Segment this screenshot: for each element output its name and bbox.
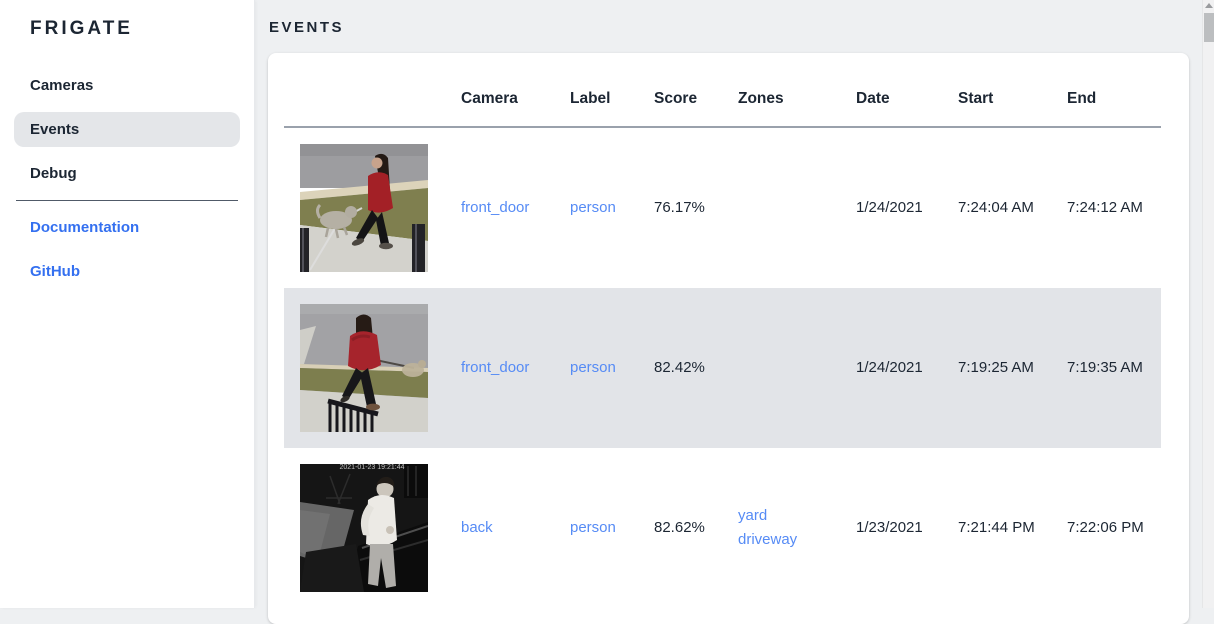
zones-cell [722,127,840,288]
column-header-camera: Camera [461,90,518,107]
column-header-end: End [1067,90,1097,107]
camera-link[interactable]: front_door [461,199,530,216]
sidebar-item-debug[interactable]: Debug [30,165,77,182]
event-thumbnail[interactable] [300,304,428,432]
column-header-date: Date [856,90,890,107]
sidebar-item-cameras[interactable]: Cameras [30,77,94,94]
event-row[interactable]: front_door person 76.17% 1/24/2021 7:24:… [284,127,1161,288]
railing [327,398,379,432]
thumbnail-timestamp: 2021-01-23 19:21:44 [340,464,405,471]
events-card: Camera Label Score Zones Date Start End [268,53,1189,624]
sidebar: FRIGATE Cameras Events Debug Documentati… [0,0,255,608]
score-value: 82.62% [654,519,705,536]
score-value: 76.17% [654,199,705,216]
label-link[interactable]: person [570,519,616,536]
zone-link[interactable]: driveway [738,531,798,548]
sidebar-divider [16,200,238,201]
person-figure [360,476,397,588]
brand-title: FRIGATE [30,18,133,39]
event-row[interactable]: 2021-01-23 19:21:44 [284,448,1161,608]
sidebar-nav: Cameras Events Debug Documentation GitHu… [14,68,240,289]
page-title: EVENTS [269,19,345,36]
scrollbar-up-arrow-icon[interactable] [1205,3,1213,8]
event-row[interactable]: front_door person 82.42% 1/24/2021 7:19:… [284,288,1161,448]
end-time-value: 7:22:06 PM [1067,519,1144,536]
event-thumbnail[interactable] [300,144,428,272]
label-link[interactable]: person [570,359,616,376]
sidebar-link-github[interactable]: GitHub [30,263,80,280]
scrollbar-thumb[interactable] [1204,13,1214,42]
label-link[interactable]: person [570,199,616,216]
dog-figure [316,203,357,239]
main-content: EVENTS Camera Label Score Zones Date Sta… [255,0,1214,624]
events-table-header: Camera Label Score Zones Date Start End [284,69,1161,127]
zone-link[interactable]: yard [738,507,768,524]
start-time-value: 7:21:44 PM [958,519,1035,536]
score-value: 82.42% [654,359,705,376]
person-figure [340,314,381,411]
end-time-value: 7:24:12 AM [1067,199,1143,216]
column-header-thumbnail [284,69,445,127]
dog-figure [402,360,426,377]
column-header-score: Score [654,90,698,107]
date-value: 1/23/2021 [856,519,923,536]
zones-cell [722,288,840,448]
date-value: 1/24/2021 [856,359,923,376]
camera-link[interactable]: front_door [461,359,530,376]
thumbnail-cell [284,288,445,448]
thumbnail-cell [284,127,445,288]
column-header-start: Start [958,90,994,107]
sidebar-link-documentation[interactable]: Documentation [30,219,140,236]
date-value: 1/24/2021 [856,199,923,216]
sidebar-item-events[interactable]: Events [14,112,240,147]
vertical-scrollbar[interactable] [1202,0,1214,608]
column-header-zones: Zones [738,90,784,107]
start-time-value: 7:24:04 AM [958,199,1034,216]
column-header-label: Label [570,90,611,107]
person-figure [351,153,393,250]
camera-link[interactable]: back [461,519,493,536]
zones-cell: yard driveway [722,448,840,608]
events-table: Camera Label Score Zones Date Start End [284,69,1161,608]
event-thumbnail[interactable]: 2021-01-23 19:21:44 [300,464,428,592]
end-time-value: 7:19:35 AM [1067,359,1143,376]
start-time-value: 7:19:25 AM [958,359,1034,376]
thumbnail-cell: 2021-01-23 19:21:44 [284,448,445,608]
